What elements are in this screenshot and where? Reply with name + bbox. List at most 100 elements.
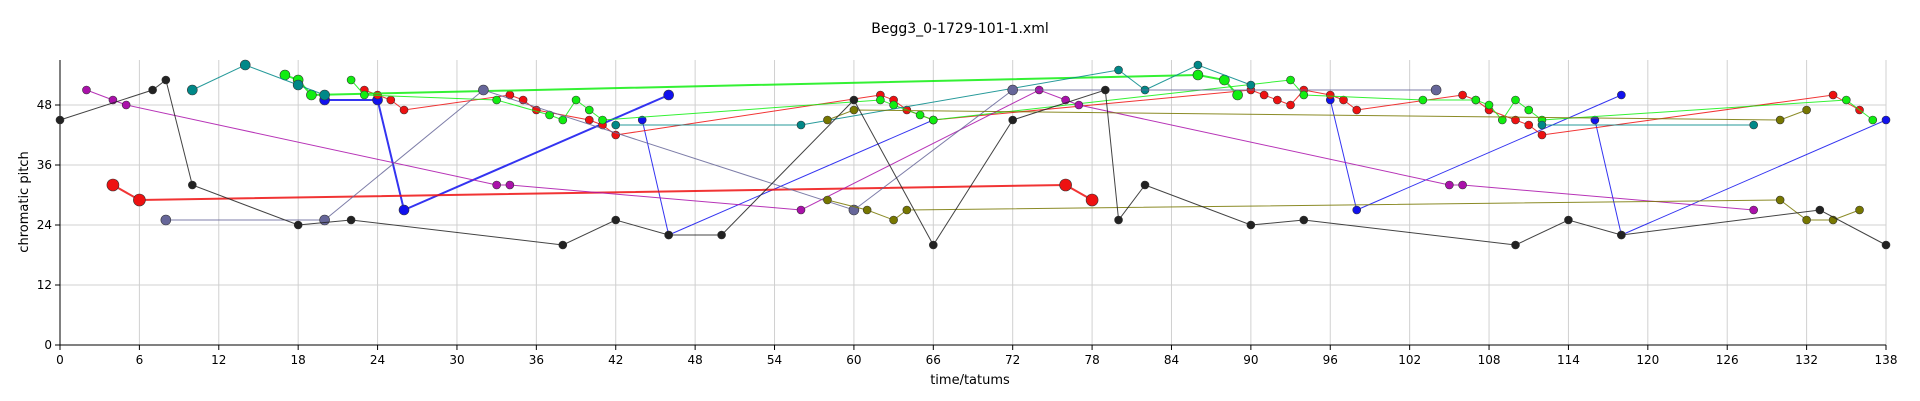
note-point [106, 178, 120, 192]
note-point [319, 214, 330, 226]
note-point [1775, 115, 1785, 125]
y-tick-label: 0 [44, 338, 52, 352]
note-point [82, 85, 91, 95]
note-point [398, 204, 410, 216]
note-point [1114, 215, 1123, 225]
x-tick-label: 12 [211, 353, 226, 367]
note-point [505, 180, 515, 190]
x-tick-label: 48 [687, 353, 702, 367]
note-point [319, 89, 330, 101]
note-point [862, 205, 872, 215]
note-point [598, 115, 607, 125]
series-line [827, 109, 1807, 121]
note-point [360, 90, 369, 100]
note-point [1299, 90, 1309, 100]
note-point [584, 115, 594, 125]
x-tick-label: 90 [1243, 353, 1258, 367]
note-point [293, 220, 303, 230]
note-point [1246, 80, 1256, 90]
note-point [611, 120, 621, 130]
x-tick-label: 24 [370, 353, 385, 367]
note-point [1617, 90, 1626, 100]
note-point [133, 193, 146, 207]
note-point [796, 120, 806, 130]
note-point [889, 215, 898, 225]
x-tick-label: 78 [1084, 353, 1099, 367]
grid [59, 60, 1887, 346]
note-point [1749, 120, 1758, 130]
series-line [192, 64, 325, 96]
y-tick-label: 36 [37, 158, 52, 172]
note-point [849, 105, 859, 115]
note-point [346, 215, 356, 225]
y-tick-label: 24 [37, 218, 52, 232]
x-tick-label: 108 [1478, 353, 1501, 367]
series-line [324, 94, 670, 212]
x-tick-label: 54 [767, 353, 782, 367]
note-point [1114, 65, 1123, 75]
note-point [55, 115, 65, 125]
note-point [121, 100, 131, 110]
note-point [160, 214, 172, 226]
x-tick-label: 132 [1795, 353, 1818, 367]
note-point [663, 89, 674, 101]
x-tick-label: 126 [1716, 353, 1739, 367]
note-point [1617, 230, 1626, 240]
note-point [584, 105, 594, 115]
x-tick-label: 66 [926, 353, 941, 367]
note-point [1325, 90, 1335, 100]
voice-series [1325, 90, 1626, 215]
note-point [1802, 215, 1811, 225]
note-point [1537, 130, 1547, 140]
note-point [1497, 115, 1507, 125]
note-point [399, 105, 409, 115]
note-point [1458, 180, 1467, 190]
note-point [915, 110, 925, 120]
series-line [827, 199, 1860, 221]
note-point [346, 75, 356, 85]
note-point [664, 230, 673, 240]
note-point [611, 215, 621, 225]
note-point [187, 84, 198, 96]
note-point [1511, 115, 1520, 125]
note-point [1101, 85, 1110, 95]
series-line [615, 64, 1252, 126]
x-tick-label: 102 [1398, 353, 1421, 367]
y-tick-label: 12 [37, 278, 52, 292]
note-point [492, 95, 501, 105]
voice-series [1537, 120, 1758, 130]
note-point [1286, 75, 1295, 85]
voice-series [1590, 115, 1891, 240]
note-point [1855, 205, 1864, 215]
note-point [929, 240, 938, 250]
note-point [478, 84, 489, 96]
note-point [148, 85, 157, 95]
y-axis-label: chromatic pitch [17, 151, 32, 252]
note-point [1881, 240, 1891, 250]
x-tick-label: 36 [529, 353, 544, 367]
axes: 0 6 12 18 24 30 36 42 48 54 60 66 72 78 84 90 96 102 108 11… [37, 60, 1897, 367]
note-point [1484, 100, 1494, 110]
note-point [1074, 100, 1084, 110]
voice-series [55, 75, 1891, 250]
note-point [1524, 120, 1534, 130]
note-point [558, 115, 568, 125]
series-layer [55, 59, 1891, 250]
note-point [1286, 100, 1295, 110]
x-tick-label: 96 [1323, 353, 1338, 367]
note-point [1815, 205, 1825, 215]
voice-series [823, 105, 1811, 125]
note-point [1430, 84, 1442, 96]
note-point [1511, 240, 1520, 250]
voice-series [279, 69, 1243, 101]
x-tick-label: 18 [291, 353, 306, 367]
series-line [165, 89, 1437, 221]
voice-series [187, 59, 330, 101]
note-point [823, 115, 832, 125]
note-point [1140, 180, 1150, 190]
note-point [1007, 84, 1018, 96]
note-point [1564, 215, 1573, 225]
series-line [641, 119, 934, 236]
note-point [1802, 105, 1811, 115]
